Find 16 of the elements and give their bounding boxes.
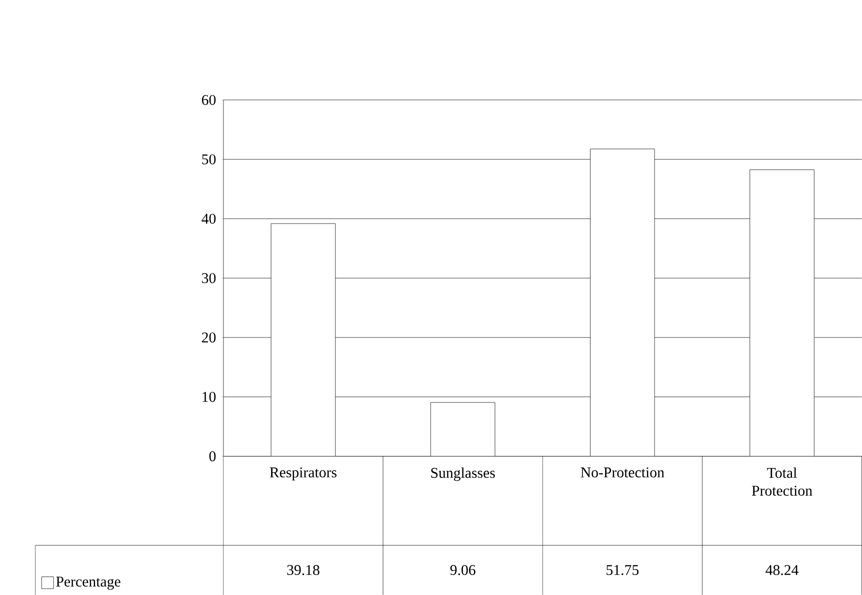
data-label: 48.24 — [766, 565, 798, 576]
y-tick-label: 30 — [202, 273, 216, 284]
data-label: 51.75 — [606, 565, 639, 576]
legend-label: Percentage — [56, 576, 120, 590]
data-label: 39.18 — [287, 565, 320, 576]
x-tick-label: Respirators — [270, 467, 337, 480]
x-tick-label: Total Protection — [752, 467, 812, 496]
y-tick-label: 40 — [202, 214, 216, 224]
x-tick-label: No-Protection — [580, 467, 664, 478]
x-tick-label: Sunglasses — [431, 467, 495, 481]
y-tick-label: 10 — [202, 392, 216, 402]
y-tick-label: 50 — [202, 154, 216, 164]
y-tick-label: 20 — [202, 332, 216, 342]
data-label: 9.06 — [450, 565, 476, 576]
y-tick-label: 60 — [202, 94, 216, 105]
y-tick-label: 0 — [209, 451, 216, 462]
